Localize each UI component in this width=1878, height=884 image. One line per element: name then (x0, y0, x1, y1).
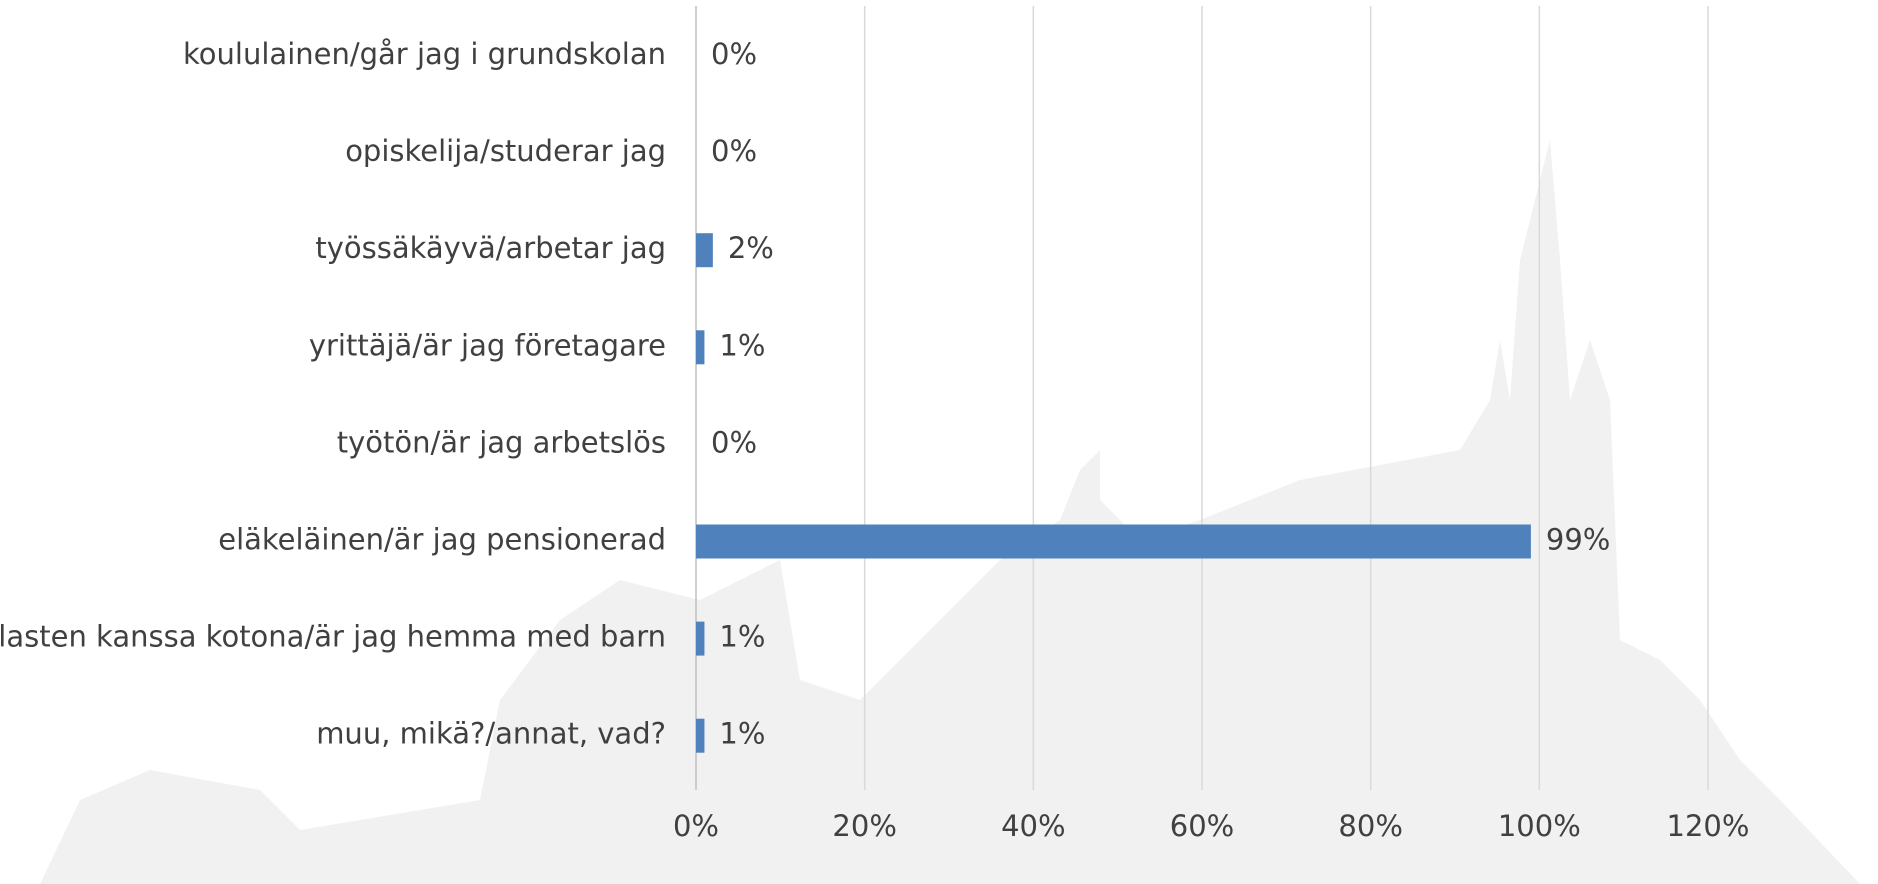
y-tick-label: työssäkäyvä/arbetar jag (315, 231, 666, 265)
y-tick-label: työtön/är jag arbetslös (337, 425, 666, 459)
background-silhouette (40, 140, 1860, 884)
x-tick-label: 0% (673, 809, 719, 843)
data-label: 1% (719, 328, 765, 362)
bar (696, 330, 704, 364)
data-label: 2% (728, 231, 774, 265)
data-label: 0% (711, 134, 757, 168)
y-tick-label: lasten kanssa kotona/är jag hemma med ba… (0, 620, 666, 654)
y-tick-label: koululainen/går jag i grundskolan (183, 37, 666, 71)
x-tick-label: 40% (1001, 809, 1065, 843)
y-tick-label: yrittäjä/är jag företagare (309, 328, 666, 362)
data-label: 0% (711, 425, 757, 459)
bar (696, 233, 713, 267)
x-tick-label: 20% (832, 809, 896, 843)
x-tick-label: 80% (1338, 809, 1402, 843)
x-tick-label: 100% (1498, 809, 1581, 843)
bar (696, 622, 704, 656)
y-tick-label: muu, mikä?/annat, vad? (316, 717, 666, 751)
y-tick-label: opiskelija/studerar jag (345, 134, 666, 168)
x-tick-label: 120% (1667, 809, 1750, 843)
data-label: 0% (711, 37, 757, 71)
x-tick-label: 60% (1170, 809, 1234, 843)
town-silhouette (40, 140, 1860, 884)
bar (696, 525, 1531, 559)
y-tick-label: eläkeläinen/är jag pensionerad (218, 523, 666, 557)
data-label: 1% (719, 717, 765, 751)
bar (696, 719, 704, 753)
chart: 0% 20% 40% 60% 80% 100% 120% koululainen/går ja… (0, 0, 1878, 884)
page: {"chart_data": {"type": "bar", "orientat… (0, 0, 1878, 884)
data-label: 1% (719, 620, 765, 654)
data-label: 99% (1546, 523, 1610, 557)
